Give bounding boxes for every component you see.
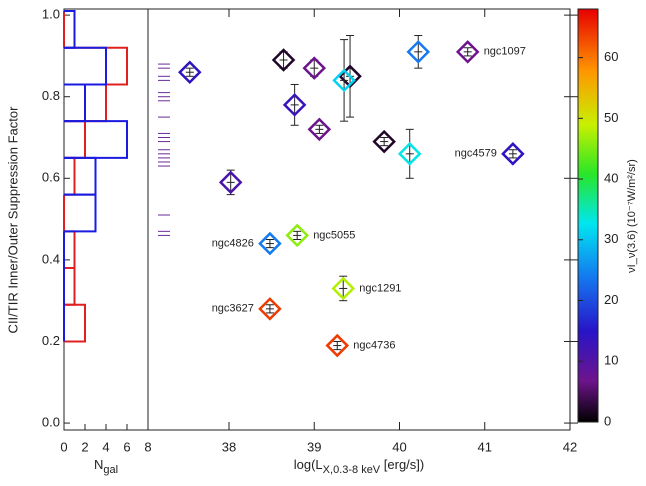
point [455,40,480,64]
hist-x-label-main: N [94,457,103,472]
x-tick-label: 38 [222,439,236,454]
point [331,276,355,301]
x-tick-label: 40 [392,439,406,454]
y-tick-label: 0.0 [42,415,60,430]
colorbar-tick-label: 40 [604,170,618,185]
colorbar-tick-label: 60 [604,49,618,64]
x-label-post: [erg/s]) [380,457,424,472]
point [258,231,282,256]
colorbar-tick-label: 10 [604,353,618,368]
point-label: ngc4826 [212,237,254,249]
point [258,297,282,321]
colorbar-tick-label: 0 [604,413,611,428]
y-tick-label: 0.4 [42,251,60,266]
colorbar [577,8,599,423]
x-tick-label: 39 [307,439,321,454]
point [325,333,350,358]
hist-x-label-sub: gal [103,464,118,476]
point [406,40,431,64]
x-tick-label: 2 [81,439,88,454]
colorbar-tick-label: 50 [604,110,618,125]
point [372,129,396,154]
point [501,142,525,166]
point [338,64,362,89]
point [302,56,327,80]
point [282,93,307,117]
hist-step [64,10,76,49]
point-label: ngc3627 [212,303,254,315]
x-tick-label: 4 [102,439,109,454]
point [285,223,309,248]
hist-step [64,46,128,86]
hist-step [64,267,76,306]
hist-step [64,83,86,123]
x-tick-label: 6 [123,439,130,454]
x-label-pre: log(L [294,457,323,472]
colorbar-tick-label: 30 [604,231,618,246]
point [307,117,332,142]
point-label: ngc1291 [359,282,401,294]
x-label-sub: X,0.3-8 keV [323,464,381,476]
x-tick-label: 41 [478,439,492,454]
point-label: ngc4579 [455,148,497,160]
plot-frame [147,8,571,431]
hist-step [64,120,86,159]
point [271,48,296,72]
hist-step [64,230,76,270]
point-label: ngc5055 [313,229,355,241]
hist-step [64,193,97,233]
point [178,60,202,84]
hist-step [64,156,76,196]
colorbar-tick-label: 20 [604,292,618,307]
x-axis-label: log(LX,0.3-8 keV [erg/s]) [294,457,424,475]
point [397,142,422,166]
point-label: ngc1097 [484,46,526,58]
hist-step [64,303,86,343]
y-tick-label: 0.8 [42,88,60,103]
hist-step [64,156,97,196]
y-tick-label: 0.6 [42,170,60,185]
y-axis-label: CII/TIR Inner/Outer Suppression Factor [5,106,20,334]
y-tick-label: 1.0 [42,7,60,22]
hist-x-label: Ngal [94,457,118,475]
point [218,170,243,195]
point [332,68,356,93]
x-tick-label: 42 [563,439,577,454]
colorbar-label: νI_ν(3.6) (10⁻⁷W/m²/sr) [626,159,638,273]
point-label: ngc4736 [353,339,395,351]
hist-step [64,120,128,159]
y-tick-label: 0.2 [42,333,60,348]
x-tick-label: 8 [144,439,151,454]
x-tick-label: 0 [60,439,67,454]
hist-step [64,46,107,86]
